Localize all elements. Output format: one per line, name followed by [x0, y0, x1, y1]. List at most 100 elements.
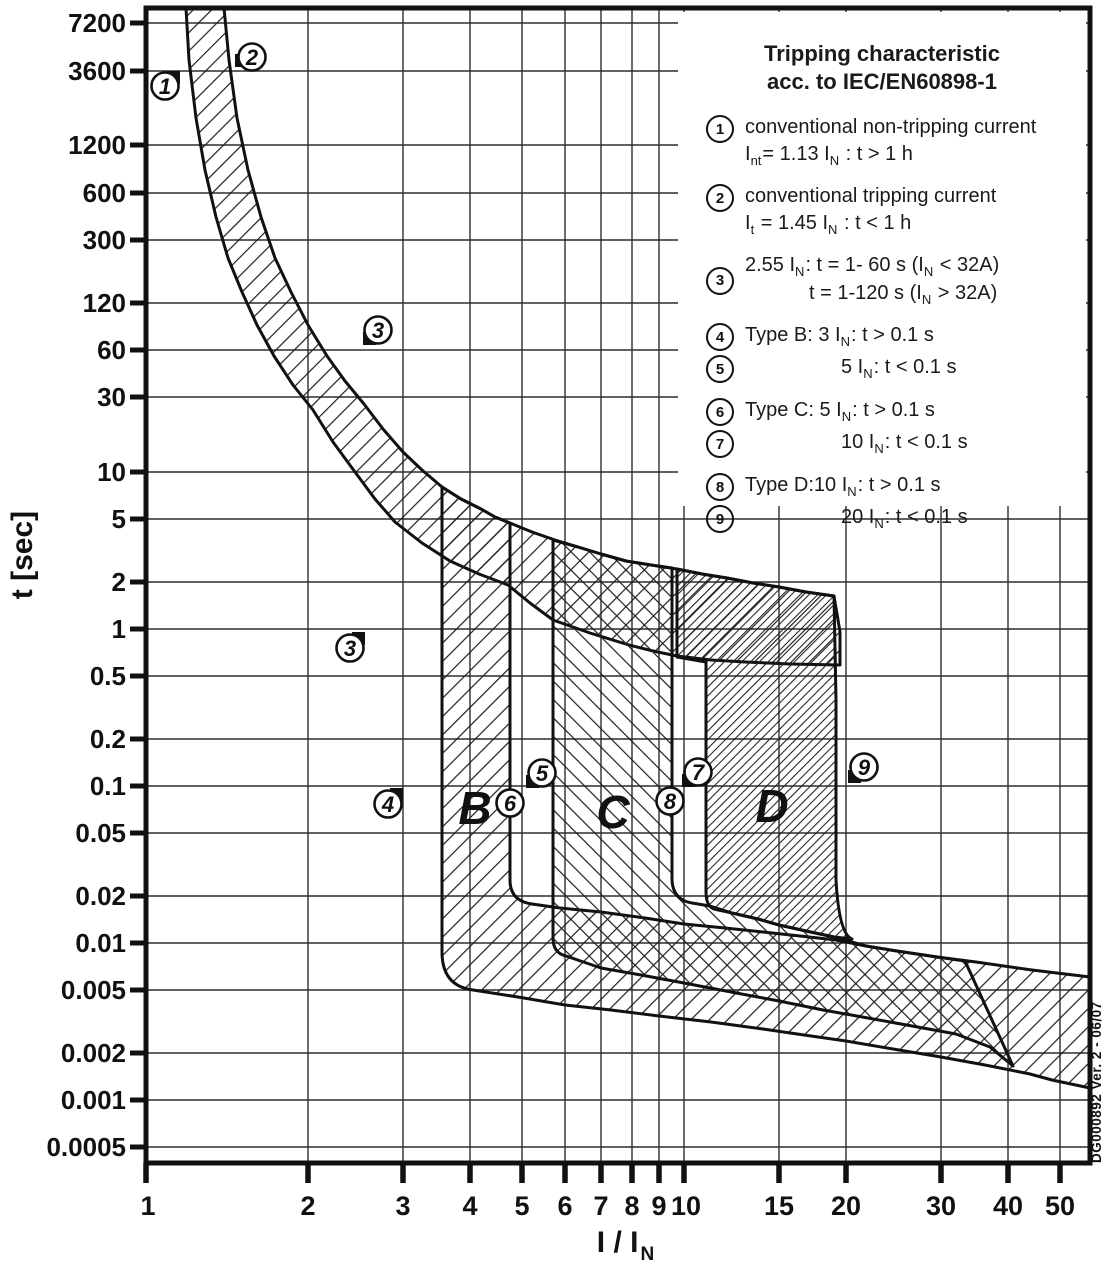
- region-letter-c: C: [596, 786, 630, 838]
- marker-6: 6: [495, 788, 525, 818]
- legend-item-1: 1 conventional non-tripping current Int= 1…: [678, 114, 1086, 169]
- legend-item-number: 8: [706, 473, 734, 501]
- legend-item-3: 3 2.55 IN: t = 1- 60 s (IN < 32A) t = 1-12…: [678, 252, 1086, 308]
- legend-item-number: 9: [706, 505, 734, 533]
- svg-text:0.05: 0.05: [75, 818, 126, 848]
- svg-text:0.002: 0.002: [61, 1038, 126, 1068]
- region-letters: B C D: [458, 780, 788, 838]
- svg-text:3600: 3600: [68, 56, 126, 86]
- svg-text:4: 4: [381, 792, 394, 817]
- legend-items: 1 conventional non-tripping current Int= 1…: [678, 114, 1086, 533]
- legend-title-line1: Tripping characteristic: [764, 41, 1000, 66]
- legend-item-8: 8 Type D:10 IN: t > 0.1 s: [678, 472, 1086, 501]
- svg-text:50: 50: [1045, 1191, 1075, 1221]
- svg-text:0.5: 0.5: [90, 661, 126, 691]
- svg-text:8: 8: [664, 789, 677, 814]
- svg-text:8: 8: [624, 1191, 639, 1221]
- svg-text:10: 10: [671, 1191, 701, 1221]
- svg-text:30: 30: [926, 1191, 956, 1221]
- svg-text:5: 5: [536, 761, 549, 786]
- svg-text:0.1: 0.1: [90, 771, 126, 801]
- y-axis-title: t [sec]: [6, 510, 39, 600]
- legend-item-text: conventional tripping current It = 1.45 I…: [745, 185, 997, 237]
- marker-1: 1: [150, 71, 180, 101]
- marker-7: 7: [682, 757, 713, 787]
- svg-text:1: 1: [159, 74, 171, 99]
- marker-3-lower: 3: [335, 632, 365, 663]
- svg-text:0.005: 0.005: [61, 975, 126, 1005]
- legend-item-text: Type B: 3 IN: t > 0.1 s: [745, 324, 934, 349]
- legend-item-2: 2 conventional tripping current It = 1.45 …: [678, 183, 1086, 238]
- type-c-band: [551, 538, 1015, 1068]
- region-letter-d: D: [755, 780, 788, 832]
- marker-4: 4: [373, 788, 403, 819]
- svg-text:7: 7: [593, 1191, 608, 1221]
- marker-9: 9: [848, 752, 879, 783]
- marker-8: 8: [655, 786, 685, 816]
- curve-markers: 1 2 3 3 4 5 6: [150, 42, 879, 819]
- axis-ticks: [130, 20, 1063, 1183]
- legend-item-number: 3: [706, 266, 734, 295]
- legend-item-number: 5: [706, 355, 734, 383]
- region-letter-b: B: [458, 782, 491, 834]
- marker-5: 5: [526, 758, 557, 788]
- svg-text:2: 2: [245, 45, 259, 70]
- svg-text:6: 6: [557, 1191, 572, 1221]
- marker-2: 2: [235, 42, 267, 72]
- svg-text:3: 3: [395, 1191, 410, 1221]
- svg-text:1: 1: [112, 614, 126, 644]
- legend-item-4: 4 Type B: 3 IN: t > 0.1 s: [678, 322, 1086, 351]
- y-axis-tick-labels: 7200 3600 1200 600 300 120 60 30 10 5 2 …: [46, 8, 126, 1162]
- svg-text:60: 60: [97, 335, 126, 365]
- svg-text:120: 120: [83, 288, 126, 318]
- type-d-band: [675, 567, 854, 941]
- svg-text:30: 30: [97, 382, 126, 412]
- svg-text:600: 600: [83, 178, 126, 208]
- legend-item-number: 6: [706, 398, 734, 426]
- svg-text:0.02: 0.02: [75, 881, 126, 911]
- svg-text:5: 5: [514, 1191, 529, 1221]
- svg-text:6: 6: [504, 791, 517, 816]
- svg-text:7: 7: [692, 760, 706, 785]
- svg-text:0.0005: 0.0005: [46, 1132, 126, 1162]
- svg-text:7200: 7200: [68, 8, 126, 38]
- legend-item-number: 4: [706, 323, 734, 351]
- svg-text:4: 4: [462, 1191, 477, 1221]
- legend-item-5: 5 5 IN: t < 0.1 s: [678, 354, 1086, 383]
- legend-box: Tripping characteristic acc. to IEC/EN60…: [678, 12, 1086, 533]
- legend-item-text: conventional non-tripping current Int= 1.…: [745, 116, 1037, 168]
- svg-text:0.2: 0.2: [90, 724, 126, 754]
- legend-item-text: Type D:10 IN: t > 0.1 s: [745, 474, 941, 499]
- legend-item-number: 1: [706, 115, 734, 143]
- svg-text:3: 3: [344, 636, 356, 661]
- svg-text:20: 20: [831, 1191, 861, 1221]
- legend-item-text: 5 IN: t < 0.1 s: [841, 356, 957, 381]
- watermark-text: DG000892 Ver. 2 - 06/07: [1089, 1001, 1104, 1163]
- svg-text:3: 3: [372, 318, 384, 343]
- svg-text:300: 300: [83, 225, 126, 255]
- legend-item-text: 2.55 IN: t = 1- 60 s (IN < 32A) t = 1-120…: [745, 254, 1000, 307]
- legend-title-line2: acc. to IEC/EN60898-1: [767, 69, 997, 94]
- svg-text:5: 5: [112, 504, 126, 534]
- legend-item-text: Type C: 5 IN: t > 0.1 s: [745, 399, 935, 424]
- legend-item-number: 7: [706, 430, 734, 458]
- legend-item-7: 7 10 IN: t < 0.1 s: [678, 429, 1086, 458]
- svg-text:15: 15: [764, 1191, 794, 1221]
- svg-text:0.001: 0.001: [61, 1085, 126, 1115]
- legend-item-text: 20 IN: t < 0.1 s: [841, 506, 968, 531]
- svg-text:1200: 1200: [68, 130, 126, 160]
- x-axis-tick-labels: 1 2 3 4 5 6 7 8 9 10 15 20 30 40 50: [140, 1191, 1075, 1221]
- svg-text:0.01: 0.01: [75, 928, 126, 958]
- svg-text:9: 9: [858, 755, 871, 780]
- legend-item-number: 2: [706, 184, 734, 212]
- legend-item-9: 9 20 IN: t < 0.1 s: [678, 504, 1086, 533]
- svg-text:2: 2: [112, 567, 126, 597]
- svg-text:1: 1: [140, 1191, 155, 1221]
- plot-frame: [143, 5, 1093, 1166]
- svg-text:10: 10: [97, 457, 126, 487]
- legend-item-text: 10 IN: t < 0.1 s: [841, 431, 968, 456]
- legend-item-6: 6 Type C: 5 IN: t > 0.1 s: [678, 397, 1086, 426]
- marker-3-upper: 3: [363, 315, 393, 345]
